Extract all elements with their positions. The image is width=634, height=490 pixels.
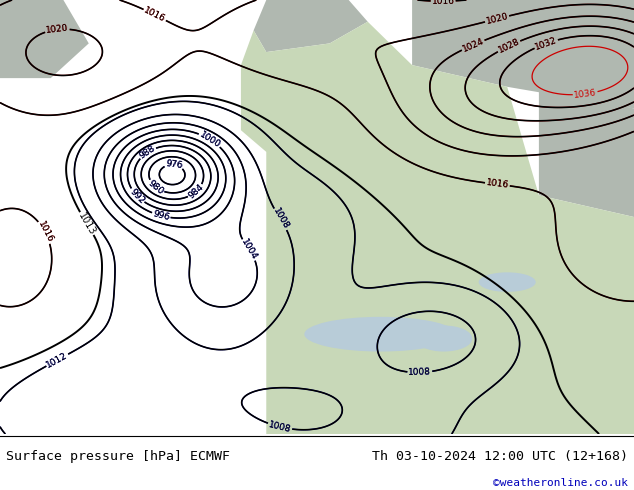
Text: 1032: 1032 [534,35,559,51]
Text: 1028: 1028 [496,37,521,55]
Text: 1016: 1016 [432,0,455,6]
Text: 1000: 1000 [198,130,222,149]
Text: 980: 980 [146,178,165,196]
Text: 1028: 1028 [496,37,521,55]
Text: 996: 996 [152,209,171,222]
Polygon shape [539,87,634,217]
Polygon shape [254,0,368,52]
Text: 1016: 1016 [432,0,455,6]
Text: 980: 980 [146,178,165,196]
Text: 1024: 1024 [461,36,485,54]
Text: 1008: 1008 [268,420,292,434]
Text: 1032: 1032 [534,35,559,51]
Ellipse shape [479,272,536,292]
Text: 1016: 1016 [143,6,167,24]
Text: 996: 996 [152,209,171,222]
Text: 1016: 1016 [486,178,509,190]
Text: 976: 976 [165,159,183,171]
Text: Surface pressure [hPa] ECMWF: Surface pressure [hPa] ECMWF [6,450,230,463]
Text: 1004: 1004 [240,238,259,262]
Text: 1016: 1016 [143,6,167,24]
Text: 1024: 1024 [461,36,485,54]
Text: 992: 992 [128,187,146,205]
Polygon shape [241,22,634,434]
Text: 1013: 1013 [76,210,98,237]
Text: 1008: 1008 [271,207,290,231]
Text: ©weatheronline.co.uk: ©weatheronline.co.uk [493,478,628,488]
Text: 984: 984 [186,182,205,201]
Polygon shape [0,0,89,78]
Text: 1020: 1020 [485,12,509,26]
Text: 1012: 1012 [45,351,70,369]
Text: 992: 992 [128,187,146,205]
Text: 1004: 1004 [240,238,259,262]
Text: 1020: 1020 [46,24,69,35]
Text: 988: 988 [138,144,157,161]
Text: 1012: 1012 [45,351,70,369]
Text: 1008: 1008 [268,420,292,434]
Text: Th 03-10-2024 12:00 UTC (12+168): Th 03-10-2024 12:00 UTC (12+168) [372,450,628,463]
Ellipse shape [304,317,456,351]
Ellipse shape [415,325,472,351]
Text: 1008: 1008 [408,368,432,377]
Text: 1008: 1008 [408,368,432,377]
Text: 984: 984 [186,182,205,201]
Text: 1020: 1020 [485,12,509,26]
Polygon shape [412,0,634,108]
Text: 1016: 1016 [36,220,55,245]
Text: 988: 988 [138,144,157,161]
Text: 1008: 1008 [271,207,290,231]
Text: 1000: 1000 [198,130,222,149]
Text: 1020: 1020 [46,24,69,35]
Text: 976: 976 [165,159,183,171]
Text: 1036: 1036 [573,88,597,100]
Text: 1016: 1016 [486,178,509,190]
Text: 1016: 1016 [36,220,55,245]
